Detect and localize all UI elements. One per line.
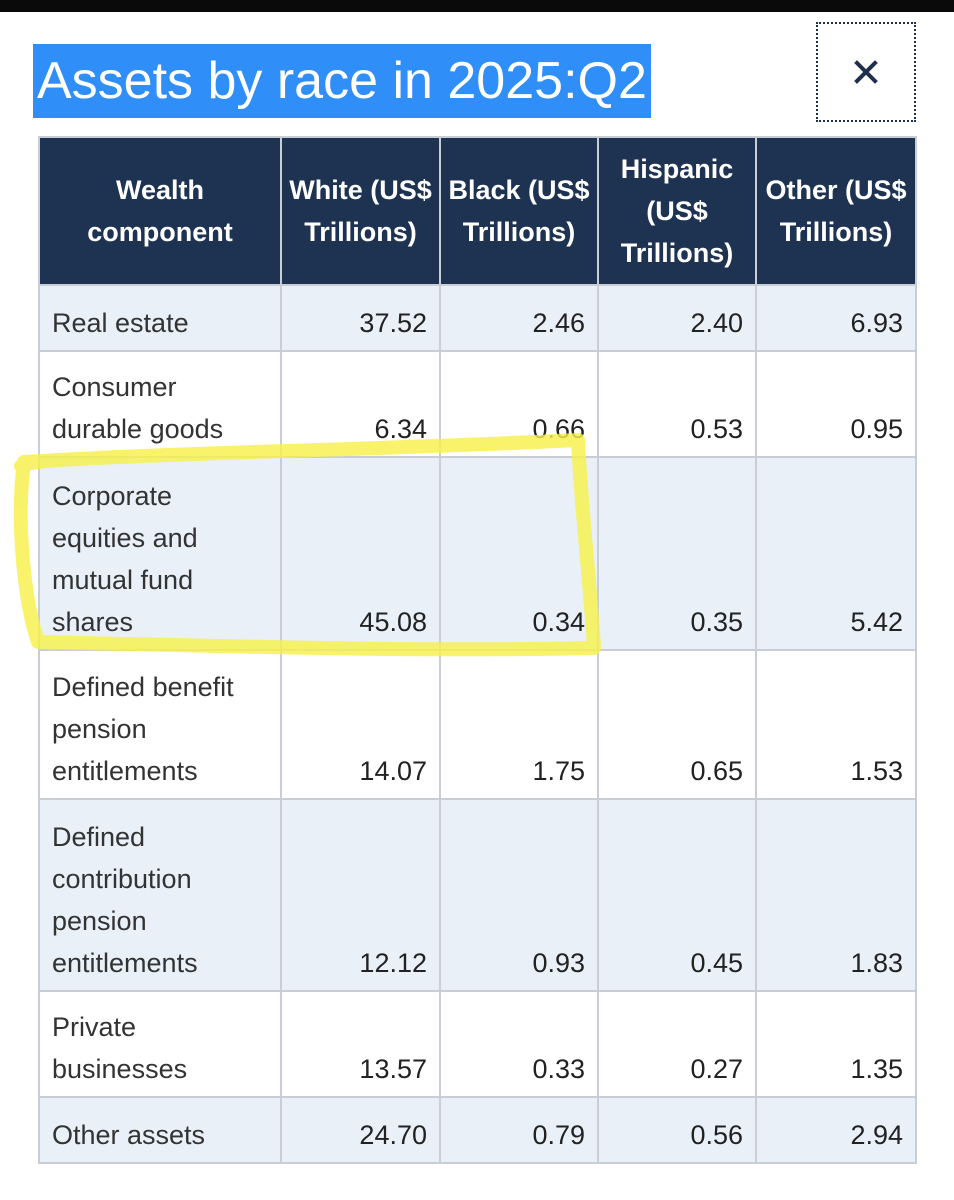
table-row: Other assets 24.70 0.79 0.56 2.94 bbox=[38, 1096, 917, 1164]
dialog-title-wrap: Assets by race in 2025:Q2 bbox=[33, 44, 651, 118]
table-row: Private businesses 13.57 0.33 0.27 1.35 bbox=[38, 990, 917, 1098]
column-header-white: White (US$ Trillions) bbox=[280, 136, 441, 286]
dialog-title: Assets by race in 2025:Q2 bbox=[33, 44, 651, 118]
cell-white: 14.07 bbox=[280, 649, 441, 800]
cell-black: 0.79 bbox=[439, 1096, 599, 1164]
cell-white: 24.70 bbox=[280, 1096, 441, 1164]
cell-other: 2.94 bbox=[755, 1096, 917, 1164]
table-row: Real estate 37.52 2.46 2.40 6.93 bbox=[38, 284, 917, 352]
table-row: Defined benefit pension entitlements 14.… bbox=[38, 649, 917, 800]
cell-other: 5.42 bbox=[755, 456, 917, 651]
cell-white: 12.12 bbox=[280, 798, 441, 992]
cell-black: 0.33 bbox=[439, 990, 599, 1098]
row-label: Corporate equities and mutual fund share… bbox=[38, 456, 282, 651]
cell-black: 2.46 bbox=[439, 284, 599, 352]
assets-table: Wealth component White (US$ Trillions) B… bbox=[38, 136, 917, 1164]
cell-black: 0.34 bbox=[439, 456, 599, 651]
cell-hispanic: 0.35 bbox=[597, 456, 757, 651]
cell-black: 0.66 bbox=[439, 350, 599, 458]
cell-hispanic: 2.40 bbox=[597, 284, 757, 352]
column-header-other: Other (US$ Trillions) bbox=[755, 136, 917, 286]
close-icon bbox=[854, 60, 878, 84]
cell-white: 6.34 bbox=[280, 350, 441, 458]
table-row: Corporate equities and mutual fund share… bbox=[38, 456, 917, 651]
cell-hispanic: 0.53 bbox=[597, 350, 757, 458]
cell-hispanic: 0.65 bbox=[597, 649, 757, 800]
table-header-row: Wealth component White (US$ Trillions) B… bbox=[38, 136, 917, 286]
cell-other: 1.83 bbox=[755, 798, 917, 992]
cell-other: 1.35 bbox=[755, 990, 917, 1098]
cell-other: 6.93 bbox=[755, 284, 917, 352]
table-row: Defined contribution pension entitlement… bbox=[38, 798, 917, 992]
cell-white: 45.08 bbox=[280, 456, 441, 651]
row-label: Consumer durable goods bbox=[38, 350, 282, 458]
cell-black: 1.75 bbox=[439, 649, 599, 800]
cell-other: 0.95 bbox=[755, 350, 917, 458]
cell-other: 1.53 bbox=[755, 649, 917, 800]
row-label: Other assets bbox=[38, 1096, 282, 1164]
row-label: Defined contribution pension entitlement… bbox=[38, 798, 282, 992]
cell-white: 37.52 bbox=[280, 284, 441, 352]
row-label: Real estate bbox=[38, 284, 282, 352]
status-bar bbox=[0, 0, 954, 12]
cell-white: 13.57 bbox=[280, 990, 441, 1098]
cell-hispanic: 0.27 bbox=[597, 990, 757, 1098]
column-header-hispanic: Hispanic (US$ Trillions) bbox=[597, 136, 757, 286]
row-label: Defined benefit pension entitlements bbox=[38, 649, 282, 800]
column-header-black: Black (US$ Trillions) bbox=[439, 136, 599, 286]
column-header-component: Wealth component bbox=[38, 136, 282, 286]
cell-hispanic: 0.45 bbox=[597, 798, 757, 992]
table-row: Consumer durable goods 6.34 0.66 0.53 0.… bbox=[38, 350, 917, 458]
row-label: Private businesses bbox=[38, 990, 282, 1098]
cell-black: 0.93 bbox=[439, 798, 599, 992]
close-button[interactable] bbox=[816, 22, 916, 122]
cell-hispanic: 0.56 bbox=[597, 1096, 757, 1164]
